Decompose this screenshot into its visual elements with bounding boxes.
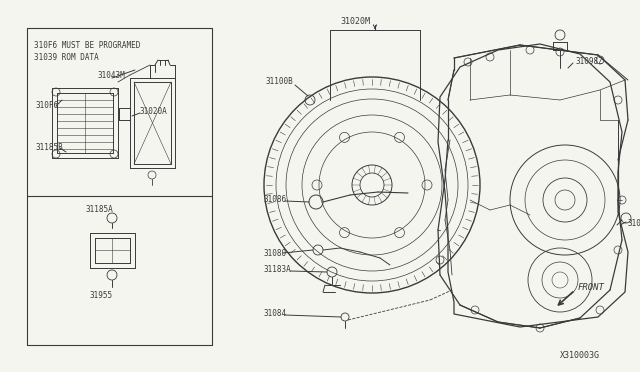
Text: 310F6: 310F6 [36, 102, 59, 110]
Text: 31020A: 31020A [628, 218, 640, 228]
Text: 31100B: 31100B [265, 77, 292, 87]
Text: 31185A: 31185A [86, 205, 114, 215]
Text: 31043M: 31043M [98, 71, 125, 80]
Text: 31080: 31080 [264, 248, 287, 257]
Text: 31039 ROM DATA: 31039 ROM DATA [34, 52, 99, 61]
Text: 31020A: 31020A [140, 108, 168, 116]
Text: 31086: 31086 [264, 196, 287, 205]
Text: 31183A: 31183A [264, 266, 292, 275]
Text: X310003G: X310003G [560, 350, 600, 359]
Text: 31098Z: 31098Z [576, 58, 604, 67]
Text: 31084: 31084 [264, 308, 287, 317]
Text: 31185B: 31185B [36, 144, 64, 153]
Text: 31020M: 31020M [340, 17, 370, 26]
Text: 310F6 MUST BE PROGRAMED: 310F6 MUST BE PROGRAMED [34, 42, 140, 51]
Text: FRONT: FRONT [578, 283, 605, 292]
Text: 31955: 31955 [90, 292, 113, 301]
